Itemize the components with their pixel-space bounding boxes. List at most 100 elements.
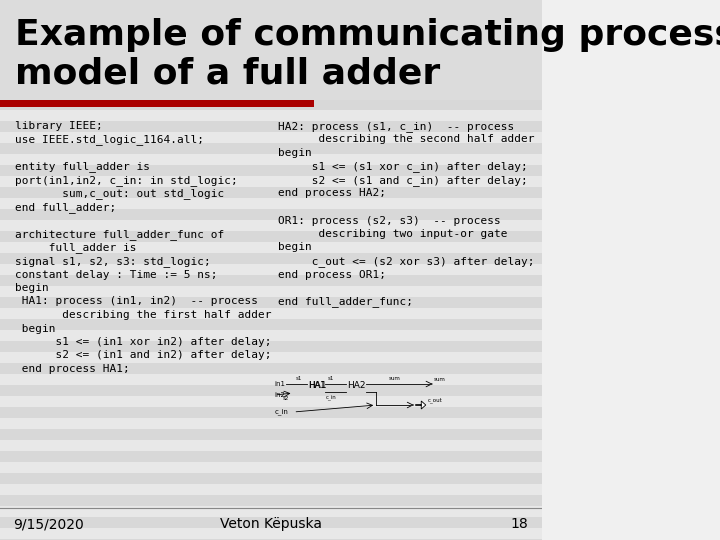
Bar: [0, 396, 541, 407]
Text: describing the second half adder: describing the second half adder: [279, 134, 535, 145]
Bar: [0, 209, 541, 220]
Bar: [0, 330, 541, 341]
Text: end full_adder_func;: end full_adder_func;: [279, 296, 413, 307]
Text: use IEEE.std_logic_1164.all;: use IEEE.std_logic_1164.all;: [15, 134, 204, 145]
Text: s2 <= (in1 and in2) after delay;: s2 <= (in1 and in2) after delay;: [15, 350, 271, 361]
Text: end process OR1;: end process OR1;: [279, 269, 387, 280]
Bar: [0, 176, 541, 187]
Text: begin: begin: [15, 323, 55, 334]
Text: s2: s2: [283, 396, 289, 401]
Text: begin: begin: [279, 148, 312, 158]
Bar: [0, 462, 541, 473]
Text: sum: sum: [433, 377, 445, 382]
Bar: [0, 242, 541, 253]
Text: full_adder is: full_adder is: [15, 242, 137, 253]
Text: c_in: c_in: [274, 409, 289, 415]
Bar: [0, 143, 541, 154]
Text: port(in1,in2, c_in: in std_logic;: port(in1,in2, c_in: in std_logic;: [15, 175, 238, 186]
Text: in2: in2: [274, 392, 285, 398]
Text: c_out <= (s2 xor s3) after delay;: c_out <= (s2 xor s3) after delay;: [279, 256, 535, 267]
Bar: [0, 473, 541, 484]
Text: library IEEE;: library IEEE;: [15, 121, 103, 131]
Text: s1 <= (s1 xor c_in) after delay;: s1 <= (s1 xor c_in) after delay;: [279, 161, 528, 172]
Text: end process HA1;: end process HA1;: [15, 364, 130, 374]
Text: describing the first half adder: describing the first half adder: [15, 310, 271, 320]
Text: begin: begin: [279, 242, 312, 253]
Bar: [0, 22, 541, 33]
Bar: [0, 231, 541, 242]
Bar: [0, 528, 541, 539]
Text: end process HA2;: end process HA2;: [279, 188, 387, 199]
Bar: [0, 407, 541, 418]
Bar: [0, 319, 541, 330]
Text: HA1: HA1: [308, 381, 326, 390]
Bar: [0, 66, 541, 77]
Bar: [0, 198, 541, 209]
Text: model of a full adder: model of a full adder: [15, 56, 441, 90]
Bar: [0, 33, 541, 44]
Bar: [0, 187, 541, 198]
Text: HA1: HA1: [308, 381, 327, 390]
Text: begin: begin: [15, 283, 49, 293]
Bar: [0, 110, 541, 121]
Bar: [0, 99, 541, 110]
Bar: [0, 451, 541, 462]
Text: signal s1, s2, s3: std_logic;: signal s1, s2, s3: std_logic;: [15, 256, 211, 267]
Bar: [0, 297, 541, 308]
Bar: [0, 484, 541, 495]
Text: Example of communicating process: Example of communicating process: [15, 18, 720, 52]
Text: in1: in1: [274, 381, 286, 387]
Text: constant delay : Time := 5 ns;: constant delay : Time := 5 ns;: [15, 269, 217, 280]
Bar: [0, 506, 541, 517]
Bar: [0, 77, 541, 88]
Bar: [0, 363, 541, 374]
Bar: [0, 100, 314, 107]
Text: s1: s1: [328, 376, 334, 381]
Bar: [0, 341, 541, 352]
Bar: [0, 418, 541, 429]
Text: s1: s1: [295, 376, 302, 381]
Bar: [0, 495, 541, 506]
Bar: [0, 517, 541, 528]
Text: s1 <= (in1 xor in2) after delay;: s1 <= (in1 xor in2) after delay;: [15, 337, 271, 347]
Bar: [0, 154, 541, 165]
Bar: [0, 165, 541, 176]
Bar: [0, 385, 541, 396]
Text: 18: 18: [510, 517, 528, 531]
Text: c_in: c_in: [325, 394, 336, 400]
Text: HA2: HA2: [348, 381, 366, 390]
Bar: [0, 253, 541, 264]
Text: s2 <= (s1 and c_in) after delay;: s2 <= (s1 and c_in) after delay;: [279, 175, 528, 186]
Bar: [0, 55, 541, 66]
Text: architecture full_adder_func of: architecture full_adder_func of: [15, 229, 225, 240]
Text: entity full_adder is: entity full_adder is: [15, 161, 150, 172]
Text: c_out: c_out: [427, 397, 442, 403]
Bar: [0, 264, 541, 275]
Text: HA2: process (s1, c_in)  -- process: HA2: process (s1, c_in) -- process: [279, 121, 515, 132]
Bar: [0, 11, 541, 22]
Text: end full_adder;: end full_adder;: [15, 202, 117, 213]
Text: sum: sum: [389, 376, 401, 381]
FancyArrow shape: [415, 401, 426, 409]
Text: 9/15/2020: 9/15/2020: [14, 517, 84, 531]
Text: OR1: process (s2, s3)  -- process: OR1: process (s2, s3) -- process: [279, 215, 501, 226]
Text: Veton Këpuska: Veton Këpuska: [220, 517, 322, 531]
Bar: [0, 539, 541, 540]
Bar: [0, 0, 541, 100]
Bar: [0, 429, 541, 440]
Bar: [0, 132, 541, 143]
Bar: [0, 220, 541, 231]
Text: describing two input-or gate: describing two input-or gate: [279, 229, 508, 239]
Bar: [0, 286, 541, 297]
Text: HA1: process (in1, in2)  -- process: HA1: process (in1, in2) -- process: [15, 296, 258, 307]
Bar: [0, 440, 541, 451]
Text: sum,c_out: out std_logic: sum,c_out: out std_logic: [15, 188, 225, 199]
Bar: [0, 352, 541, 363]
Bar: [0, 88, 541, 99]
Bar: [0, 308, 541, 319]
Bar: [0, 0, 541, 11]
Bar: [0, 121, 541, 132]
Bar: [0, 44, 541, 55]
Bar: [0, 275, 541, 286]
Bar: [0, 374, 541, 385]
